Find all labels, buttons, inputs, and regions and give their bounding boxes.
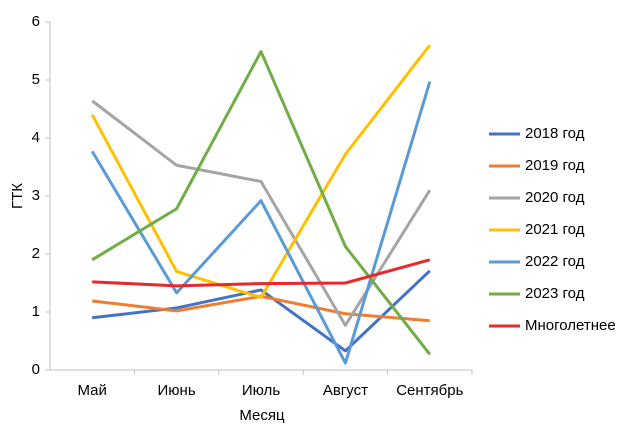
y-tick-label: 2 — [32, 245, 40, 262]
legend-label: 2018 год — [525, 125, 585, 142]
x-tick-label: Май — [78, 382, 107, 399]
x-tick-label: Сентябрь — [396, 382, 463, 399]
legend-label: 2023 год — [525, 285, 585, 302]
series-line — [90, 81, 432, 365]
series-line — [90, 44, 431, 299]
y-axis-label: ГТК — [9, 183, 26, 209]
y-tick-label: 0 — [32, 361, 40, 378]
legend-label: Многолетнее — [525, 317, 616, 334]
x-tick-label: Июль — [242, 382, 280, 399]
x-axis-label: Месяц — [239, 407, 285, 424]
series-line — [92, 269, 431, 353]
series-line — [92, 294, 430, 323]
y-tick-label: 1 — [32, 303, 40, 320]
legend-label: 2022 год — [525, 253, 585, 270]
series-line — [91, 50, 431, 356]
y-tick-label: 6 — [32, 13, 40, 30]
y-tick-label: 5 — [32, 71, 40, 88]
legend-label: 2019 год — [525, 157, 585, 174]
legend-label: 2020 год — [525, 189, 585, 206]
series-line — [92, 258, 431, 288]
y-tick-label: 4 — [32, 129, 40, 146]
x-tick-label: Август — [323, 382, 368, 399]
legend-label: 2021 год — [525, 221, 585, 238]
y-tick-label: 3 — [32, 187, 40, 204]
x-tick-label: Июнь — [158, 382, 196, 399]
